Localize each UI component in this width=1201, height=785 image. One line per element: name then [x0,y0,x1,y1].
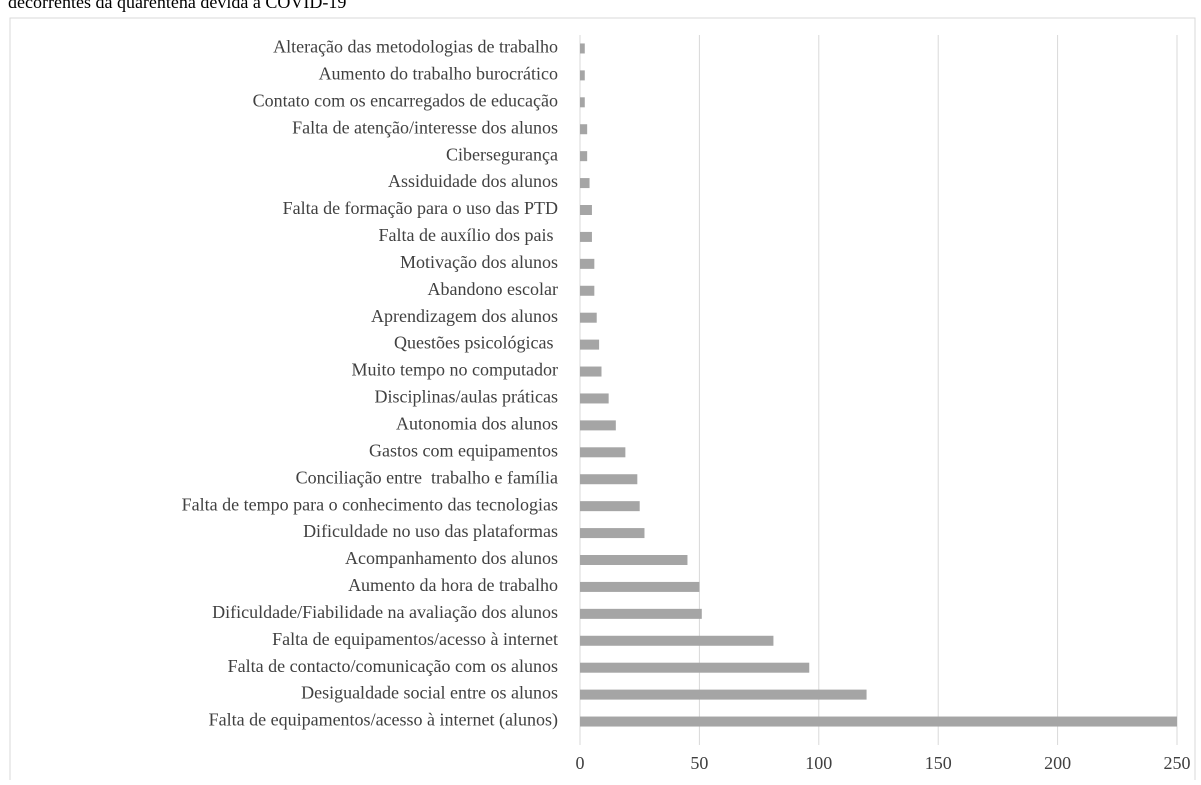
bar [580,124,588,135]
y-tick-label: Falta de atenção/interesse dos alunos [292,117,558,137]
bar [580,231,592,242]
y-tick-label: Acompanhamento dos alunos [345,548,558,568]
bar [580,285,595,296]
y-tick-label: Questões psicológicas [394,333,558,353]
y-tick-label: Muito tempo no computador [352,360,558,380]
y-tick-label: Falta de equipamentos/acesso à internet … [209,710,558,731]
bar [580,205,592,215]
y-tick-label: Contato com os encarregados de educação [253,90,558,110]
bar [580,393,609,404]
bar [580,366,602,377]
y-tick-label: Aumento do trabalho burocrático [319,64,558,84]
y-tick-label: Abandono escolar [428,279,558,299]
bar [580,151,588,162]
x-tick-label: 200 [1044,753,1071,773]
y-tick-label: Dificuldade/Fiabilidade na avaliação dos… [212,602,558,622]
y-tick-label: Disciplinas/aulas práticas [375,387,558,407]
bar [580,339,600,350]
x-tick-label: 250 [1164,753,1191,773]
y-tick-label: Falta de contacto/comunicação com os alu… [228,656,558,676]
x-tick-label: 0 [576,753,585,773]
bar [580,43,585,54]
bar [580,420,616,431]
bar [580,70,585,81]
bar [580,97,585,108]
bar [580,447,626,458]
bar [580,662,810,673]
bar [580,635,774,646]
x-tick-label: 50 [690,753,708,773]
y-tick-label: Falta de tempo para o conhecimento das t… [182,494,558,514]
y-tick-label: Falta de auxílio dos pais [379,225,558,245]
y-tick-label: Conciliação entre trabalho e família [296,467,558,487]
y-tick-label: Autonomia dos alunos [396,414,558,434]
y-tick-label: Falta de equipamentos/acesso à internet [272,629,558,649]
chart-title: decorrentes da quarentena devida à COVID… [8,0,346,12]
y-tick-label: Aprendizagem dos alunos [371,306,558,326]
bar [580,581,700,592]
y-tick-label: Motivação dos alunos [400,252,558,272]
bar [580,501,640,512]
y-tick-label: Aumento da hora de trabalho [348,575,558,595]
y-tick-label: Falta de formação para o uso das PTD [283,198,558,218]
y-tick-label: Desigualdade social entre os alunos [301,683,558,703]
bar [580,312,597,323]
bar [580,258,595,269]
y-tick-label: Assiduidade dos alunos [388,171,558,191]
x-tick-label: 100 [805,753,832,773]
bar [580,608,702,619]
bar [580,689,867,700]
y-tick-label: Alteração das metodologias de trabalho [273,37,558,57]
y-tick-label: Gastos com equipamentos [369,440,558,460]
y-tick-label: Cibersegurança [446,144,558,164]
bar [580,555,688,565]
bar [580,178,590,189]
bar [580,528,645,539]
chart-border [9,17,1196,785]
bar [580,716,1177,727]
x-tick-label: 150 [925,753,952,773]
bar [580,474,638,485]
y-tick-label: Dificuldade no uso das plataformas [303,521,558,541]
